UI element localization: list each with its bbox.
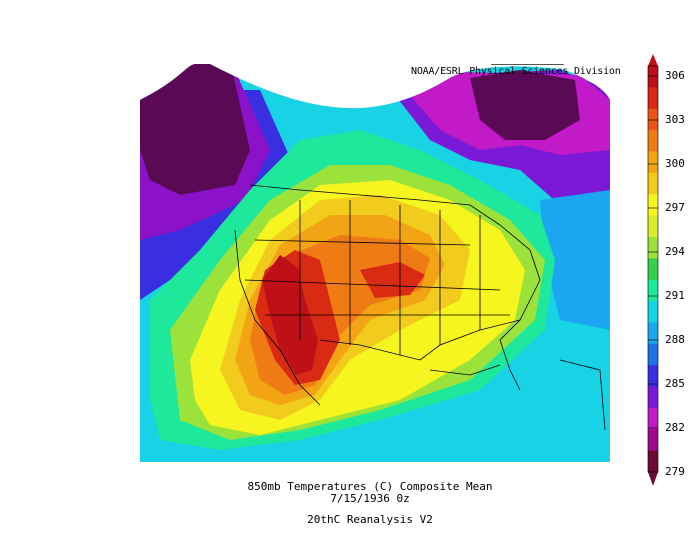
boundaries	[234, 184, 606, 431]
caption-source: 20thC Reanalysis V2	[307, 513, 433, 526]
colorbar-tick-label: 300	[665, 157, 685, 170]
caption-title: 850mb Temperatures (C) Composite Mean	[247, 480, 493, 493]
caption-date: 7/15/1936 0z	[330, 492, 410, 505]
credit-label: NOAA/ESRL Physical Sciences Division	[411, 66, 621, 77]
alaska-cold	[140, 64, 250, 195]
plains-red-spot	[360, 262, 425, 298]
colorbar-tick-label: 294	[665, 245, 685, 258]
colorbar-tick-label: 288	[665, 333, 685, 346]
colorbar-tick-label: 291	[665, 289, 685, 302]
credit-underline	[491, 64, 564, 65]
atlantic-blue	[540, 190, 610, 330]
colorbar-tick-label: 285	[665, 377, 685, 390]
hudson-bay-cold	[470, 70, 580, 140]
colorbar-tick-label: 297	[665, 201, 685, 214]
colorbar-tick-label: 306	[665, 69, 685, 82]
colorbar-tick-label: 279	[665, 465, 685, 478]
colorbar-tick-label: 282	[665, 421, 685, 434]
colorbar-tick-label: 303	[665, 113, 685, 126]
